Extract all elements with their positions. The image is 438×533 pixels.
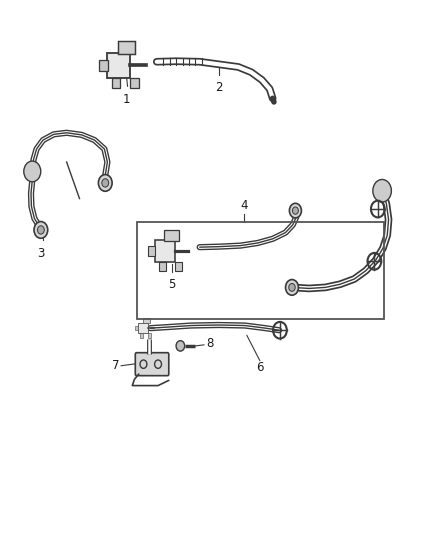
Bar: [155, 240, 175, 262]
Text: 5: 5: [168, 278, 176, 291]
Bar: [99, 60, 108, 71]
Bar: [140, 333, 143, 337]
Circle shape: [176, 341, 185, 351]
Bar: [148, 333, 151, 337]
Circle shape: [99, 175, 112, 191]
Bar: [164, 230, 179, 241]
Text: 1: 1: [123, 93, 131, 106]
Bar: [138, 323, 148, 333]
Text: 6: 6: [256, 360, 264, 374]
Bar: [112, 78, 120, 88]
Circle shape: [286, 279, 298, 295]
FancyBboxPatch shape: [135, 353, 169, 376]
Bar: [148, 246, 155, 256]
Bar: [159, 262, 166, 271]
Circle shape: [34, 222, 48, 238]
Circle shape: [373, 180, 392, 202]
Bar: [175, 262, 182, 271]
Circle shape: [289, 284, 295, 292]
Bar: [107, 53, 131, 78]
Text: 4: 4: [240, 199, 247, 212]
Circle shape: [290, 203, 301, 218]
Bar: [135, 326, 138, 330]
Bar: [138, 222, 384, 319]
Bar: [118, 41, 135, 54]
Bar: [131, 78, 139, 88]
Circle shape: [37, 226, 44, 234]
Text: 3: 3: [37, 247, 45, 260]
Bar: [142, 318, 149, 324]
Circle shape: [102, 179, 109, 187]
Text: 2: 2: [215, 81, 223, 94]
Text: 8: 8: [206, 337, 213, 350]
Circle shape: [293, 207, 298, 214]
Text: 7: 7: [112, 359, 120, 372]
Circle shape: [24, 161, 41, 182]
